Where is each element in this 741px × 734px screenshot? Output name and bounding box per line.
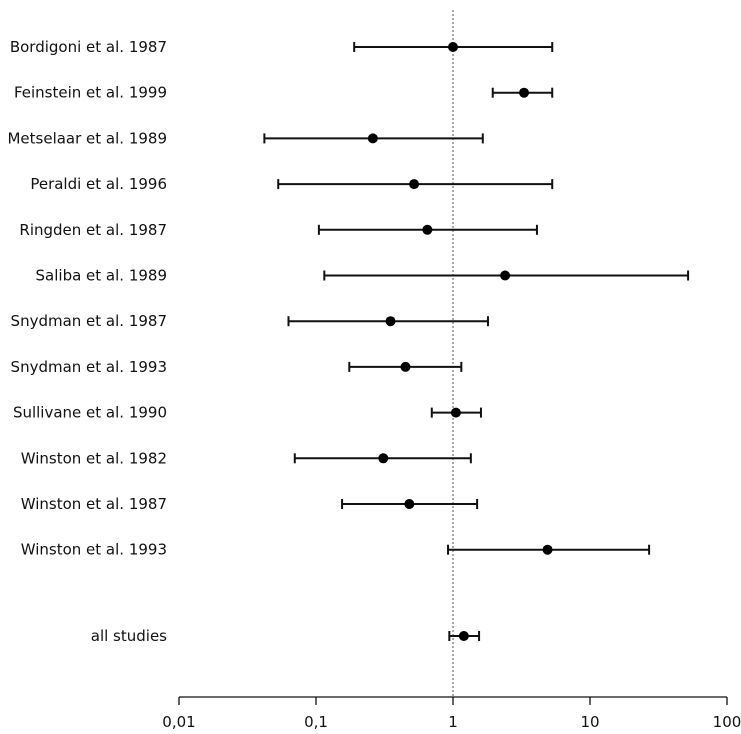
row-study-2: Metselaar et al. 1989 (7, 129, 484, 147)
point-estimate (500, 270, 511, 281)
point-estimate (458, 631, 469, 641)
point-estimate (448, 42, 458, 52)
row-study-4: Ringden et al. 1987 (19, 221, 538, 239)
point-estimate (385, 316, 396, 327)
study-label: Bordigoni et al. 1987 (10, 38, 167, 56)
study-label: Winston et al. 1982 (21, 449, 167, 467)
point-estimate (542, 544, 553, 555)
row-study-6: Snydman et al. 1987 (11, 312, 489, 330)
row-study-7: Snydman et al. 1993 (11, 358, 463, 376)
point-estimate (450, 407, 461, 418)
study-label: all studies (91, 627, 167, 645)
study-label: Winston et al. 1987 (21, 495, 167, 513)
x-tick-label: 100 (713, 713, 741, 731)
study-label: Sullivane et al. 1990 (13, 404, 167, 422)
study-label: Snydman et al. 1993 (11, 358, 167, 376)
point-estimate (367, 133, 378, 144)
point-estimate (422, 224, 433, 235)
study-label: Metselaar et al. 1989 (7, 129, 167, 147)
study-label: Snydman et al. 1987 (11, 312, 167, 330)
x-axis: 0,01 0,1 1 10 100 (162, 696, 741, 731)
row-study-5: Saliba et al. 1989 (36, 267, 690, 285)
point-estimate (409, 179, 420, 190)
row-study-11: Winston et al. 1993 (21, 541, 651, 559)
row-overall: all studies (91, 627, 481, 645)
study-rows: Bordigoni et al. 1987 Feinstein et al. 19… (7, 38, 690, 645)
study-label: Winston et al. 1993 (21, 541, 167, 559)
study-label: Peraldi et al. 1996 (30, 175, 167, 193)
point-estimate (378, 453, 389, 464)
x-tick-label: 1 (448, 713, 458, 731)
row-study-0: Bordigoni et al. 1987 (10, 38, 554, 56)
row-study-8: Sullivane et al. 1990 (13, 404, 482, 422)
point-estimate (400, 361, 411, 372)
point-estimate (404, 499, 415, 509)
x-tick-label: 0,01 (162, 713, 195, 731)
row-study-1: Feinstein et al. 1999 (14, 84, 554, 102)
x-tick-label: 0,1 (304, 713, 328, 731)
x-tick-label: 10 (580, 713, 599, 731)
row-study-9: Winston et al. 1982 (21, 449, 472, 467)
study-label: Saliba et al. 1989 (36, 267, 167, 285)
study-label: Ringden et al. 1987 (19, 221, 167, 239)
study-label: Feinstein et al. 1999 (14, 84, 167, 102)
point-estimate (519, 87, 530, 98)
row-study-3: Peraldi et al. 1996 (30, 175, 554, 193)
row-study-10: Winston et al. 1987 (21, 495, 479, 513)
